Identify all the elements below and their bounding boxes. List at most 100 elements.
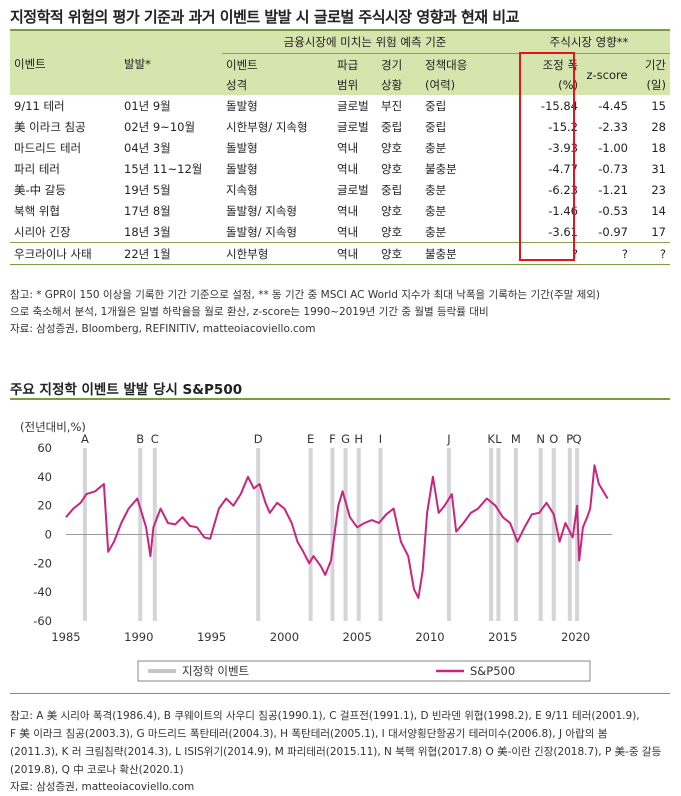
- cell-days: 23: [651, 182, 666, 197]
- event-label: B: [136, 432, 144, 446]
- x-tick-label: 1985: [51, 630, 80, 644]
- x-tick-label: 2005: [343, 630, 372, 644]
- table-top-rule: [10, 29, 670, 31]
- cell-event: 마드리드 테러: [14, 140, 82, 155]
- cell-econ: 양호: [381, 161, 403, 176]
- event-label: L: [495, 432, 502, 446]
- header-zscore: z-score: [582, 53, 632, 95]
- cell-type: 돌발형: [226, 98, 258, 113]
- cell-type: 시한부형: [222, 242, 333, 265]
- event-label: Q: [573, 432, 582, 446]
- cell-scope: 역내: [337, 161, 359, 176]
- event-label: E: [307, 432, 314, 446]
- header-scope-2: 범위: [333, 75, 377, 95]
- cell-zscore: -4.45: [598, 98, 628, 113]
- cell-econ: 중립: [381, 119, 403, 134]
- cell-drop: -15.2: [548, 119, 578, 134]
- table-row: 파리 테러 15년 11~12월 돌발형 역내 양호 불충분 -4.77 -0.…: [10, 158, 670, 179]
- cell-date: 01년 9월: [124, 98, 171, 113]
- cell-days: 15: [651, 98, 666, 113]
- table-row: 북핵 위협 17년 8월 돌발형/ 지속형 역내 양호 충분 -1.46 -0.…: [10, 200, 670, 221]
- x-tick-label: 2015: [488, 630, 517, 644]
- cell-days: 14: [651, 203, 666, 218]
- cell-type: 시한부형/ 지속형: [226, 119, 308, 134]
- cell-drop: -15.84: [540, 98, 578, 113]
- cell-type: 돌발형: [226, 161, 258, 176]
- header-event: 이벤트: [10, 53, 120, 75]
- cell-econ: 중립: [381, 182, 403, 197]
- cell-econ: 양호: [381, 140, 403, 155]
- event-label: K: [487, 432, 495, 446]
- cell-days: 31: [651, 161, 666, 176]
- cell-scope: 역내: [333, 242, 377, 265]
- cell-drop: -3.93: [548, 140, 578, 155]
- cell-econ: 부진: [381, 98, 403, 113]
- cell-policy: 충분: [425, 203, 447, 218]
- cell-drop: -4.77: [548, 161, 578, 176]
- cell-zscore: -1.21: [598, 182, 628, 197]
- sp500-line: [65, 464, 609, 599]
- highlight-box: [519, 52, 575, 261]
- cell-type: 돌발형/ 지속형: [226, 224, 298, 239]
- y-tick-label: 0: [45, 528, 52, 542]
- cell-econ: 양호: [381, 224, 403, 239]
- cell-event: 美-中 갈등: [14, 182, 66, 197]
- table-row: 마드리드 테러 04년 3월 돌발형 역내 양호 충분 -3.93 -1.00 …: [10, 137, 670, 158]
- event-label: C: [151, 432, 159, 446]
- y-tick-label: 60: [37, 441, 52, 455]
- event-label: P: [566, 432, 573, 446]
- cell-drop: -3.61: [548, 224, 578, 239]
- legend-event-label: 지정학 이벤트: [182, 664, 249, 678]
- header-date: 발발*: [120, 53, 222, 75]
- table-row: 시리아 긴장 18년 3월 돌발형/ 지속형 역내 양호 충분 -3.61 -0…: [10, 221, 670, 243]
- cell-policy: 불충분: [421, 242, 508, 265]
- cell-type: 지속형: [226, 182, 258, 197]
- cell-zscore: ?: [582, 242, 632, 265]
- cell-scope: 글로벌: [337, 98, 369, 113]
- table-row: 美 이라크 침공 02년 9~10월 시한부형/ 지속형 글로벌 중립 중립 -…: [10, 116, 670, 137]
- x-tick-label: 2010: [415, 630, 444, 644]
- cell-zscore: -2.33: [598, 119, 628, 134]
- chart-note-2: F 美 이라크 침공(2003.3), G 마드리드 폭탄테러(2004.3),…: [10, 728, 608, 740]
- cell-date: 17년 8월: [124, 203, 171, 218]
- header-period-1: 기간: [632, 53, 670, 75]
- header-type-1: 이벤트: [222, 53, 333, 75]
- header-econ-2: 상황: [377, 75, 421, 95]
- table-row: 우크라이나 사태 22년 1월 시한부형 역내 양호 불충분 ? ? ?: [10, 242, 670, 265]
- header-drop-1: 조정 폭: [508, 53, 582, 75]
- cell-policy: 충분: [425, 224, 447, 239]
- header-period-2: (일): [632, 75, 670, 95]
- cell-zscore: -0.73: [598, 161, 628, 176]
- cell-econ: 양호: [377, 242, 421, 265]
- cell-type: 돌발형: [226, 140, 258, 155]
- cell-date: 15년 11~12월: [124, 161, 203, 176]
- header-policy-1: 정책대응: [421, 53, 508, 75]
- table-note-2: 으로 축소해서 분석, 1개월은 일별 하락율을 월로 환산, z-score는…: [10, 306, 489, 318]
- event-label: H: [354, 432, 363, 446]
- chart-top-rule: [10, 398, 670, 400]
- header-policy-2: (여력): [421, 75, 508, 95]
- table-title: 지정학적 위험의 평가 기준과 과거 이벤트 발발 시 글로벌 주식시장 영향과…: [10, 8, 519, 26]
- y-tick-label: -20: [33, 556, 52, 570]
- table-row: 9/11 테러 01년 9월 돌발형 글로벌 부진 중립 -15.84 -4.4…: [10, 95, 670, 116]
- cell-policy: 중립: [425, 119, 447, 134]
- cell-scope: 역내: [337, 140, 359, 155]
- cell-drop: -6.23: [548, 182, 578, 197]
- cell-days: 28: [651, 119, 666, 134]
- y-tick-label: -60: [33, 614, 52, 628]
- cell-zscore: -0.97: [598, 224, 628, 239]
- cell-drop: -1.46: [548, 203, 578, 218]
- chart-bottom-rule: [10, 693, 670, 694]
- x-tick-label: 1995: [197, 630, 226, 644]
- cell-policy: 불충분: [425, 161, 457, 176]
- cell-days: 18: [651, 140, 666, 155]
- x-tick-label: 1990: [124, 630, 153, 644]
- event-label: N: [536, 432, 545, 446]
- cell-policy: 중립: [425, 98, 447, 113]
- event-label: A: [81, 432, 89, 446]
- event-label: O: [549, 432, 558, 446]
- y-axis-label: (전년대비,%): [20, 420, 86, 434]
- cell-days: 17: [651, 224, 666, 239]
- cell-scope: 글로벌: [337, 119, 369, 134]
- header-group-impact: 주식시장 영향**: [508, 31, 670, 54]
